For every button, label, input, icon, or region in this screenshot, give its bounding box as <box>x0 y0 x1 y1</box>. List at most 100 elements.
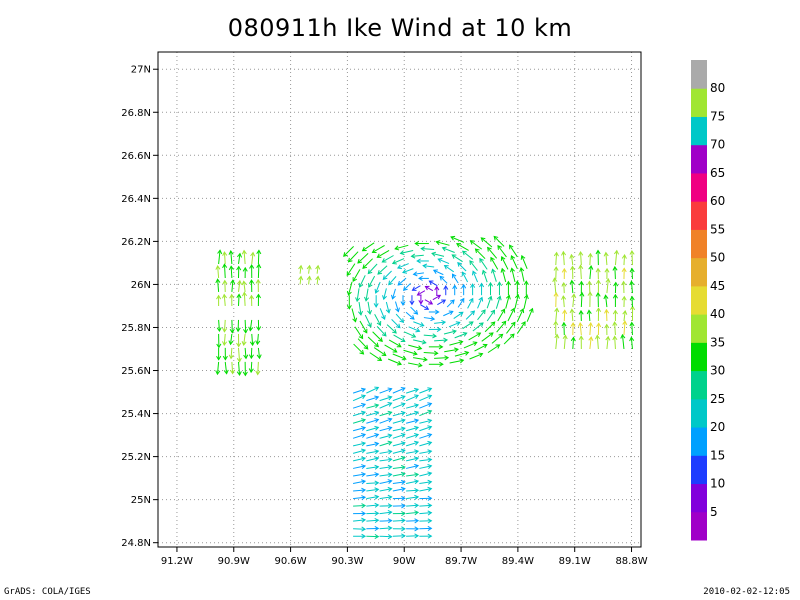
wind-vector <box>577 322 583 336</box>
wind-vector <box>496 281 502 296</box>
wind-vector <box>372 331 383 343</box>
wind-vector <box>357 301 363 316</box>
wind-vector <box>469 352 484 360</box>
wind-vector <box>402 282 411 291</box>
wind-vector <box>495 295 502 309</box>
wind-vector <box>366 517 380 524</box>
wind-vector <box>394 301 400 313</box>
wind-vector <box>496 320 507 333</box>
wind-vector <box>526 307 534 322</box>
colorbar-label: 50 <box>710 251 725 265</box>
wind-vector <box>393 334 406 342</box>
wind-vector <box>248 361 254 374</box>
wind-vector <box>595 249 601 266</box>
wind-vector <box>493 235 505 247</box>
wind-vector <box>510 255 518 269</box>
wind-vector <box>235 319 241 333</box>
wind-vector <box>248 347 254 360</box>
wind-vector <box>629 280 635 294</box>
wind-vector <box>595 267 601 280</box>
colorbar-swatch <box>691 88 707 117</box>
y-tick-label: 26.8N <box>121 108 151 119</box>
wind-vector <box>603 294 609 308</box>
wind-vector <box>578 264 584 280</box>
x-tick-label: 89.7W <box>445 556 477 567</box>
wind-vector <box>353 510 367 517</box>
wind-vector <box>306 275 312 285</box>
wind-vector <box>578 280 584 294</box>
wind-vector <box>419 449 433 455</box>
wind-vector <box>377 265 388 275</box>
wind-vector <box>523 280 529 296</box>
colorbar-swatch <box>691 314 707 343</box>
wind-vector <box>595 291 601 308</box>
wind-vector <box>443 285 449 296</box>
wind-vector <box>392 464 406 470</box>
wind-vector <box>352 410 367 417</box>
wind-vector <box>413 339 427 345</box>
wind-vector <box>228 250 234 265</box>
wind-vector <box>376 326 387 337</box>
wind-vector <box>391 319 401 329</box>
wind-vector <box>520 254 528 269</box>
wind-vector <box>570 322 576 336</box>
wind-vector <box>249 263 255 278</box>
wind-vector <box>255 278 261 292</box>
wind-vector <box>562 309 568 322</box>
wind-vector <box>410 253 424 259</box>
colorbar-swatch <box>691 116 707 146</box>
wind-vector <box>229 319 235 334</box>
wind-vector <box>561 281 567 294</box>
wind-vector <box>382 288 387 301</box>
wind-vector <box>366 403 380 409</box>
wind-vector <box>379 308 386 321</box>
wind-vector <box>216 347 222 361</box>
wind-vector <box>612 265 618 280</box>
plot-frame <box>157 51 642 548</box>
wind-vector <box>248 319 254 332</box>
wind-vector <box>419 471 433 477</box>
wind-vector <box>399 250 414 256</box>
wind-vector <box>578 335 584 350</box>
wind-vector <box>353 517 367 523</box>
wind-vector <box>241 291 248 306</box>
wind-vector <box>406 479 420 485</box>
colorbar-swatch <box>691 398 707 428</box>
wind-vector <box>379 433 393 439</box>
wind-vector <box>256 249 262 265</box>
wind-vector <box>392 518 406 524</box>
wind-vector <box>400 295 406 306</box>
wind-vector <box>392 448 406 454</box>
wind-vector <box>379 402 393 409</box>
wind-vector <box>367 301 373 315</box>
wind-vector <box>468 332 482 341</box>
wind-vector <box>241 249 247 265</box>
colorbar-swatch <box>691 60 707 89</box>
wind-vector <box>222 263 228 279</box>
wind-vector <box>613 281 619 294</box>
wind-vector <box>379 395 393 402</box>
wind-vector <box>487 246 498 259</box>
wind-vector <box>352 402 367 409</box>
wind-vector <box>434 337 449 343</box>
wind-vector <box>357 253 369 264</box>
y-tick-label: 26.2N <box>121 237 151 248</box>
wind-vector <box>250 251 256 265</box>
wind-vector <box>392 495 406 501</box>
wind-vector <box>236 347 242 363</box>
wind-vector <box>353 472 367 478</box>
wind-vector <box>406 503 420 509</box>
wind-vector <box>353 487 367 493</box>
wind-vector <box>477 309 486 321</box>
wind-vector <box>358 275 366 288</box>
wind-vector <box>392 486 406 492</box>
wind-vector <box>374 281 381 294</box>
wind-vector <box>463 341 478 349</box>
wind-vector <box>621 254 627 266</box>
wind-vector <box>420 246 435 252</box>
wind-vector <box>352 418 367 424</box>
wind-vector <box>391 288 396 300</box>
wind-vector <box>552 277 558 294</box>
wind-vector <box>437 299 447 306</box>
wind-vector <box>469 260 478 271</box>
